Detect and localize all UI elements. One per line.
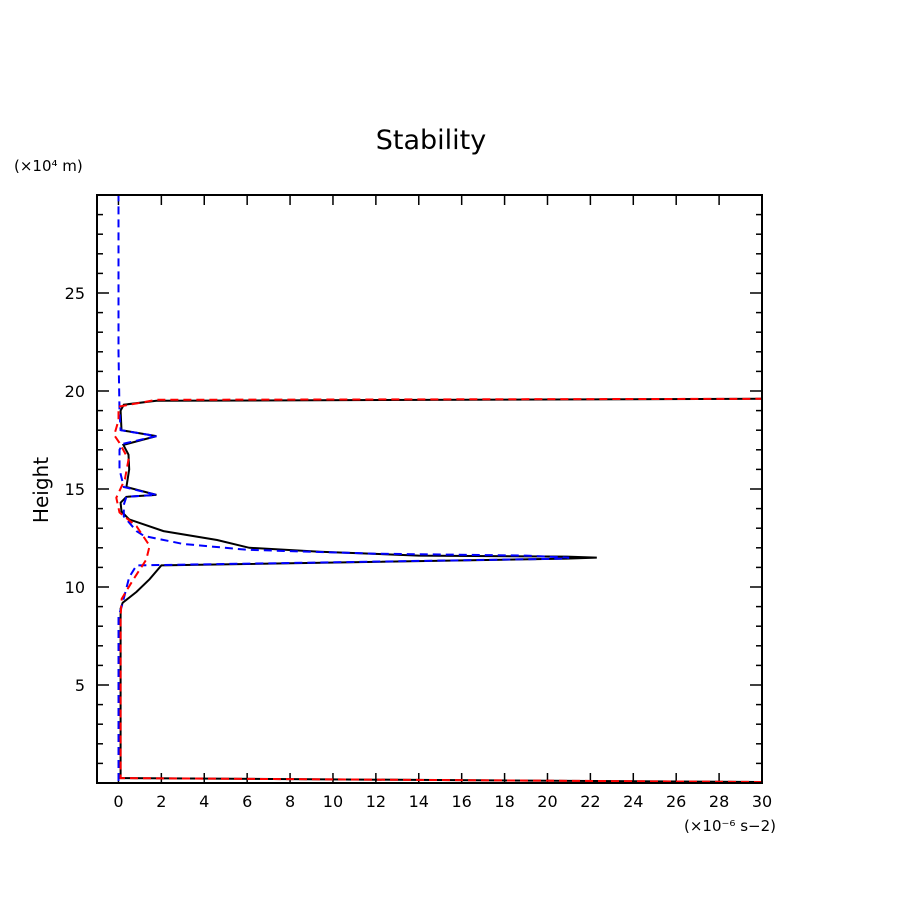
- x-tick-label: 8: [285, 792, 295, 811]
- x-tick-label: 2: [156, 792, 166, 811]
- y-tick-label: 20: [65, 382, 85, 401]
- series-line-3: [113, 397, 763, 783]
- y-tick-label: 15: [65, 480, 85, 499]
- x-tick-label: 16: [451, 792, 471, 811]
- y-tick-label: 10: [65, 578, 85, 597]
- chart-title: Stability: [376, 125, 487, 156]
- x-tick-label: 0: [113, 792, 123, 811]
- y-tick-label: 25: [65, 284, 85, 303]
- x-tick-label: 24: [623, 792, 643, 811]
- x-tick-label: 20: [537, 792, 557, 811]
- x-tick-label: 10: [323, 792, 343, 811]
- x-tick-label: 14: [409, 792, 429, 811]
- y-axis-label: Height: [29, 457, 53, 523]
- plot-frame: [96, 194, 763, 784]
- x-tick-label: 18: [494, 792, 514, 811]
- x-tick-label: 12: [366, 792, 386, 811]
- x-tick-label: 30: [752, 792, 772, 811]
- x-unit-label: (×10⁻⁶ s−2): [684, 817, 776, 835]
- x-tick-label: 4: [199, 792, 209, 811]
- series-line-2: [117, 195, 570, 781]
- x-tick-label: 22: [580, 792, 600, 811]
- x-tick-label: 28: [709, 792, 729, 811]
- x-tick-label: 26: [666, 792, 686, 811]
- y-unit-label: (×10⁴ m): [14, 157, 83, 175]
- y-tick-label: 5: [75, 676, 85, 695]
- x-tick-label: 6: [242, 792, 252, 811]
- series-line-1: [119, 397, 763, 783]
